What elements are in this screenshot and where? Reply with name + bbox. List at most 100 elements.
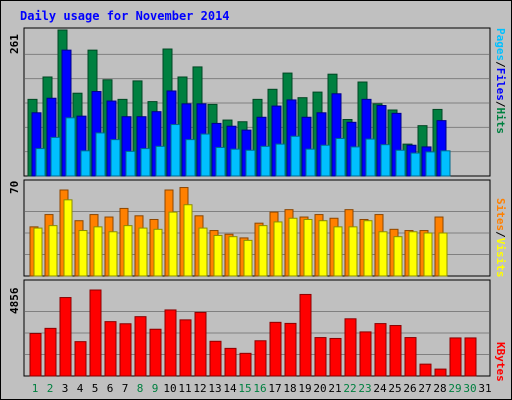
panel-bottom-legend: KBytes	[494, 342, 507, 382]
bar-kbytes-day-24	[374, 323, 387, 377]
bar	[419, 363, 432, 377]
bar-pages-day-21	[335, 138, 346, 177]
bar	[44, 327, 57, 377]
bar	[408, 231, 418, 277]
bar	[230, 148, 241, 177]
bar-sites-day-19	[303, 218, 313, 277]
bar-pages-day-6	[110, 139, 121, 177]
bar-kbytes-day-3	[59, 297, 72, 377]
bar	[65, 117, 76, 177]
bar-sites-day-18	[288, 217, 298, 277]
bar-pages-day-22	[350, 146, 361, 177]
bar	[89, 289, 102, 377]
bar-pages-day-9	[155, 145, 166, 177]
bar	[440, 150, 451, 177]
legend-item: Files	[494, 68, 507, 101]
bar-kbytes-day-1	[29, 332, 42, 377]
legend-item: Hits	[494, 108, 507, 135]
bar	[138, 227, 148, 277]
bar	[48, 225, 58, 277]
x-tick-label: 29	[448, 382, 461, 395]
legend-item: /	[494, 61, 507, 68]
x-tick-label: 4	[77, 382, 84, 395]
bar	[209, 340, 222, 377]
bar	[273, 221, 283, 277]
bar	[284, 322, 297, 377]
panel-hits-files-pages: 261 Pages/Files/Hits	[8, 27, 507, 177]
bar	[348, 226, 358, 277]
legend-item: Sites	[494, 198, 507, 231]
bar	[183, 204, 193, 277]
bar-kbytes-day-23	[359, 331, 372, 377]
bar	[123, 225, 133, 277]
bar	[168, 211, 178, 277]
bar-sites-day-24	[378, 231, 388, 277]
bar	[389, 325, 402, 377]
panel-top-legend: Pages/Files/Hits	[494, 28, 507, 134]
bar-sites-day-15	[243, 239, 253, 277]
bar-pages-day-20	[320, 144, 331, 177]
bar	[258, 225, 268, 277]
bar	[365, 138, 376, 177]
bar-sites-day-20	[318, 220, 328, 277]
bar	[318, 220, 328, 277]
bar	[380, 144, 391, 177]
bar-sites-day-27	[423, 232, 433, 277]
bar	[155, 145, 166, 177]
bar	[254, 340, 267, 377]
bar-sites-day-21	[333, 226, 343, 277]
bar	[74, 341, 87, 377]
bar-pages-day-14	[230, 148, 241, 177]
x-tick-label: 7	[122, 382, 129, 395]
bar	[378, 231, 388, 277]
bar-pages-day-17	[275, 143, 286, 177]
bar-pages-day-27	[425, 151, 436, 177]
bar-kbytes-day-18	[284, 322, 297, 377]
bar-kbytes-day-13	[209, 340, 222, 377]
x-tick-label: 24	[373, 382, 387, 395]
bar	[290, 135, 301, 177]
x-tick-label: 28	[433, 382, 446, 395]
bar	[50, 136, 61, 177]
bar-pages-day-18	[290, 135, 301, 177]
bar-kbytes-day-17	[269, 321, 282, 377]
bar-pages-day-10	[170, 124, 181, 177]
bar-sites-day-7	[123, 225, 133, 277]
x-tick-label: 5	[92, 382, 99, 395]
bar	[108, 231, 118, 277]
bar-kbytes-day-19	[299, 293, 312, 377]
bar	[434, 368, 447, 377]
panel-kbytes: 4856 KBytes	[8, 279, 507, 382]
bar-pages-day-11	[185, 139, 196, 177]
bar-kbytes-day-30	[464, 337, 477, 377]
bar-sites-day-6	[108, 231, 118, 277]
bar	[149, 328, 162, 377]
bar-kbytes-day-27	[419, 363, 432, 377]
panel-top-bars	[27, 29, 451, 177]
bar-pages-day-7	[125, 150, 136, 177]
bar-kbytes-day-25	[389, 325, 402, 377]
bar-kbytes-day-8	[134, 316, 147, 377]
bar	[344, 318, 357, 377]
bar	[393, 236, 403, 277]
panel-bottom-bars	[29, 289, 477, 377]
chart-title: Daily usage for November 2014	[20, 9, 230, 23]
bar-pages-day-12	[200, 133, 211, 177]
bar	[423, 232, 433, 277]
legend-item: Pages	[494, 28, 507, 61]
bar-sites-day-23	[363, 220, 373, 277]
bar-sites-day-17	[273, 221, 283, 277]
bar-kbytes-day-2	[44, 327, 57, 377]
bar	[395, 149, 406, 177]
bar	[410, 152, 421, 177]
bar	[359, 331, 372, 377]
bar-sites-day-26	[408, 231, 418, 277]
bar	[35, 148, 46, 177]
bar	[213, 234, 223, 277]
bar	[350, 146, 361, 177]
bar-sites-day-16	[258, 225, 268, 277]
x-tick-label: 13	[208, 382, 221, 395]
bar	[329, 337, 342, 377]
bar-kbytes-day-29	[449, 337, 462, 377]
bar	[198, 227, 208, 277]
